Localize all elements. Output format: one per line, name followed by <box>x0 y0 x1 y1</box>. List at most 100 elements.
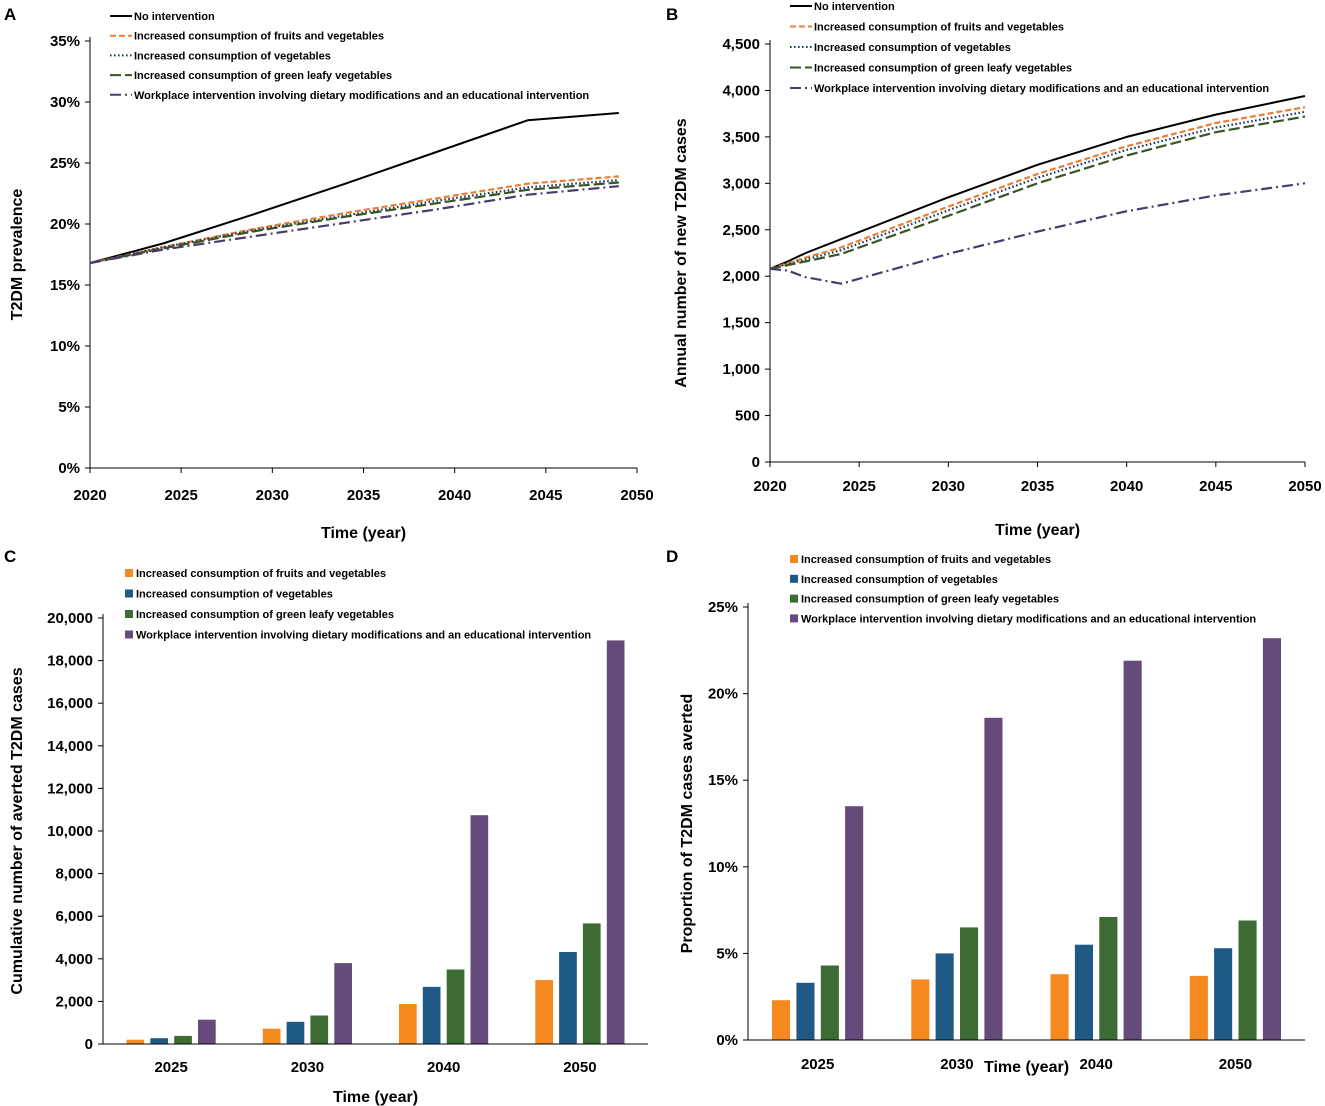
bar-2030-series-4 <box>334 963 352 1044</box>
y-tick-label: 0% <box>58 460 80 477</box>
y-tick-label: 12,000 <box>47 780 93 797</box>
bar-2050-series-1 <box>1189 975 1208 1040</box>
bar-2030-series-3 <box>960 927 979 1040</box>
y-tick-label: 15% <box>708 772 738 789</box>
x-tick-label: 2030 <box>291 1059 324 1076</box>
panel-letter: C <box>4 547 16 566</box>
bar-2040-series-3 <box>446 969 465 1044</box>
y-tick-label: 14,000 <box>47 738 93 755</box>
bar-2025-series-3 <box>174 1035 192 1044</box>
y-axis-title: Proportion of T2DM cases averted <box>679 694 696 954</box>
bar-2040-series-2 <box>422 986 441 1044</box>
y-tick-label: 5% <box>58 399 80 416</box>
y-tick-label: 4,000 <box>722 82 760 99</box>
bar-2050-series-4 <box>606 640 625 1044</box>
series-line-5 <box>89 185 619 265</box>
legend-swatch-4 <box>790 614 798 623</box>
x-tick-label: 2030 <box>256 487 289 504</box>
y-tick-label: 20% <box>708 686 738 703</box>
legend-label-4: Increased consumption of green leafy veg… <box>134 70 392 82</box>
bar-2040-series-1 <box>399 1004 417 1044</box>
y-tick-label: 0 <box>752 454 760 471</box>
x-tick-label: 2020 <box>73 487 106 504</box>
x-tick-label: 2025 <box>164 487 197 504</box>
x-tick-label: 2040 <box>1079 1056 1112 1073</box>
y-tick-label: 2,000 <box>55 993 93 1010</box>
y-tick-label: 10,000 <box>47 823 93 840</box>
series-line-5 <box>769 182 1306 285</box>
bar-2030-series-1 <box>262 1028 281 1044</box>
y-tick-label: 3,000 <box>722 175 760 192</box>
legend-label-4: Workplace intervention involving dietary… <box>136 630 591 642</box>
legend-label-2: Increased consumption of fruits and vege… <box>814 22 1064 34</box>
panel-d: 0% 5% 10% 15% 20% 25% D Proportion of T2DM case… <box>666 547 1305 1076</box>
y-tick-label: 25% <box>708 599 738 616</box>
bar-2040-series-2 <box>1074 944 1093 1040</box>
legend-swatch-2 <box>125 589 133 598</box>
legend-label-4: Increased consumption of green leafy veg… <box>814 63 1072 75</box>
x-tick-label: 2040 <box>1110 478 1143 495</box>
bar-2050-series-2 <box>1214 948 1233 1040</box>
series-line-1 <box>769 95 1306 270</box>
legend-swatch-3 <box>125 610 133 618</box>
x-axis-title: Time (year) <box>321 525 406 542</box>
legend-label-5: Workplace intervention involving dietary… <box>814 83 1269 95</box>
y-tick-label: 15% <box>50 277 80 294</box>
y-tick-label: 25% <box>50 155 80 172</box>
bar-2050-series-4 <box>1262 638 1281 1040</box>
y-tick-label: 6,000 <box>55 908 93 925</box>
bar-2040-series-3 <box>1099 917 1118 1040</box>
bar-2025-series-4 <box>198 1019 216 1044</box>
series-line-2 <box>89 175 619 265</box>
x-tick-label: 2050 <box>563 1059 596 1076</box>
legend-label-5: Workplace intervention involving dietary… <box>134 90 589 102</box>
bar-2030-series-1 <box>911 979 930 1040</box>
bar-2025-series-2 <box>796 982 815 1040</box>
panel-c: 0 2,000 4,000 6,000 8,000 10,000 12,000 14,000 1… <box>4 547 648 1106</box>
bar-2030-series-2 <box>935 953 954 1040</box>
series-line-3 <box>89 179 619 265</box>
series-line-3 <box>769 110 1306 270</box>
y-tick-label: 16,000 <box>47 695 93 712</box>
x-tick-label: 2030 <box>932 478 965 495</box>
y-tick-label: 1,000 <box>722 361 760 378</box>
bar-2025-series-1 <box>772 1000 791 1040</box>
series-line-4 <box>89 181 619 265</box>
panel-letter: D <box>666 547 678 566</box>
bar-2040-series-4 <box>1123 660 1142 1040</box>
y-tick-label: 20,000 <box>47 610 93 627</box>
y-tick-label: 10% <box>708 859 738 876</box>
y-tick-label: 2,000 <box>722 268 760 285</box>
bar-2025-series-4 <box>845 806 864 1040</box>
x-axis-title: Time (year) <box>995 522 1080 539</box>
panel-letter: A <box>4 5 16 24</box>
x-tick-label: 2025 <box>154 1059 187 1076</box>
x-tick-label: 2040 <box>427 1059 460 1076</box>
y-axis-title: Cumulative number of averted T2DM cases <box>9 667 26 994</box>
bar-2025-series-3 <box>820 965 839 1040</box>
x-tick-label: 2045 <box>529 487 562 504</box>
y-tick-label: 4,500 <box>722 36 760 53</box>
panel-letter: B <box>666 5 678 24</box>
y-tick-label: 4,000 <box>55 951 93 968</box>
panel-a: 0% 5% 10% 15% 20% 25% 30% 35% A T2DM prevalence Ti… <box>4 5 654 542</box>
legend-label-3: Increased consumption of vegetables <box>134 50 331 62</box>
series-line-1 <box>89 112 619 264</box>
legend-label-3: Increased consumption of green leafy veg… <box>801 594 1059 606</box>
bar-2050-series-2 <box>559 952 577 1044</box>
series-line-4 <box>769 115 1306 270</box>
bar-2050-series-3 <box>582 923 601 1044</box>
bar-2040-series-1 <box>1050 974 1069 1040</box>
y-tick-label: 35% <box>50 33 80 50</box>
legend-label-1: No intervention <box>134 11 215 23</box>
bar-2025-series-1 <box>126 1039 145 1044</box>
legend-label-1: No intervention <box>814 1 895 13</box>
legend-label-2: Increased consumption of fruits and vege… <box>134 31 384 43</box>
bar-2030-series-2 <box>286 1021 305 1044</box>
x-tick-label: 2050 <box>1288 478 1321 495</box>
y-tick-label: 5% <box>716 945 738 962</box>
legend-swatch-2 <box>790 574 798 583</box>
x-tick-label: 2035 <box>347 487 380 504</box>
y-tick-label: 0 <box>85 1036 93 1053</box>
